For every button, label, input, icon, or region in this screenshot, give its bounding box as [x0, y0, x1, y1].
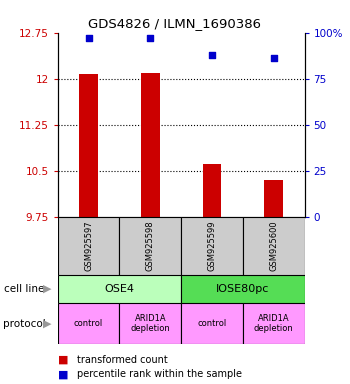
- Bar: [58, 303, 119, 344]
- Bar: [58, 275, 181, 303]
- Bar: [264, 180, 283, 217]
- Bar: [203, 164, 221, 217]
- Point: [271, 55, 277, 61]
- Text: GSM925600: GSM925600: [269, 220, 278, 271]
- Text: ■: ■: [58, 369, 68, 379]
- Bar: [119, 303, 181, 344]
- Bar: [141, 73, 160, 217]
- Text: control: control: [74, 319, 103, 328]
- Text: GSM925599: GSM925599: [208, 220, 216, 271]
- Text: ■: ■: [58, 355, 68, 365]
- Text: protocol: protocol: [4, 318, 46, 329]
- Bar: [181, 217, 243, 275]
- Text: ▶: ▶: [43, 284, 51, 294]
- Text: transformed count: transformed count: [77, 355, 168, 365]
- Bar: [58, 217, 119, 275]
- Point: [86, 35, 91, 41]
- Text: cell line: cell line: [4, 284, 44, 294]
- Bar: [181, 303, 243, 344]
- Text: GSM925598: GSM925598: [146, 220, 155, 271]
- Bar: [79, 74, 98, 217]
- Text: GSM925597: GSM925597: [84, 220, 93, 271]
- Text: IOSE80pc: IOSE80pc: [216, 284, 270, 294]
- Text: control: control: [197, 319, 226, 328]
- Bar: [181, 275, 304, 303]
- Bar: [119, 217, 181, 275]
- Text: ▶: ▶: [43, 318, 51, 329]
- Text: GDS4826 / ILMN_1690386: GDS4826 / ILMN_1690386: [89, 17, 261, 30]
- Bar: [243, 217, 304, 275]
- Text: ARID1A
depletion: ARID1A depletion: [131, 314, 170, 333]
- Text: OSE4: OSE4: [104, 284, 134, 294]
- Point: [147, 35, 153, 41]
- Text: ARID1A
depletion: ARID1A depletion: [254, 314, 294, 333]
- Point: [209, 52, 215, 58]
- Bar: [243, 303, 304, 344]
- Text: percentile rank within the sample: percentile rank within the sample: [77, 369, 242, 379]
